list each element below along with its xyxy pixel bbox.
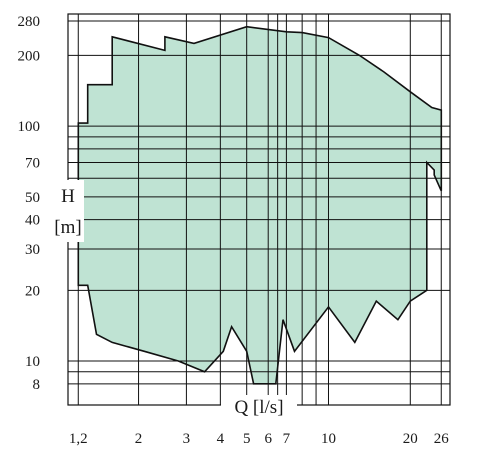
- x-tick-label: 1,2: [69, 431, 88, 447]
- operating-range-fill: [78, 26, 442, 384]
- x-tick-label: 26: [434, 431, 450, 447]
- operating-range-outline: [77, 25, 443, 385]
- y-tick-label: 10: [25, 354, 40, 370]
- x-tick-label: 6: [264, 431, 272, 447]
- x-tick-label: 20: [403, 431, 418, 447]
- y-axis-label-background: [52, 180, 84, 242]
- y-tick-label: 70: [25, 155, 40, 171]
- y-axis-label-unit: [m]: [54, 217, 81, 238]
- fill-layer: [78, 26, 442, 384]
- x-axis-label: Q [l/s]: [234, 397, 283, 418]
- y-tick-label: 20: [25, 283, 40, 299]
- y-tick-label: 200: [18, 48, 41, 64]
- x-tick-label: 2: [135, 431, 143, 447]
- x-tick-labels: 1,2 2 3 4 5 6 7 10 20 26: [69, 431, 449, 447]
- y-tick-label: 100: [18, 119, 41, 135]
- y-tick-labels: 8 10 20 30 40 50 70 100 200 280: [18, 14, 41, 393]
- y-axis-label-symbol: H: [61, 186, 75, 207]
- x-tick-label: 10: [321, 431, 336, 447]
- x-tick-label: 4: [217, 431, 225, 447]
- y-tick-label: 40: [25, 213, 40, 229]
- outline-layer: [77, 25, 443, 385]
- x-axis-label-background: [221, 395, 298, 419]
- y-tick-label: 280: [18, 14, 41, 30]
- y-tick-label: 8: [33, 377, 41, 393]
- x-tick-label: 3: [183, 431, 191, 447]
- y-tick-label: 50: [25, 190, 40, 206]
- x-tick-label: 7: [283, 431, 291, 447]
- x-tick-label: 5: [243, 431, 251, 447]
- y-tick-label: 30: [25, 242, 40, 258]
